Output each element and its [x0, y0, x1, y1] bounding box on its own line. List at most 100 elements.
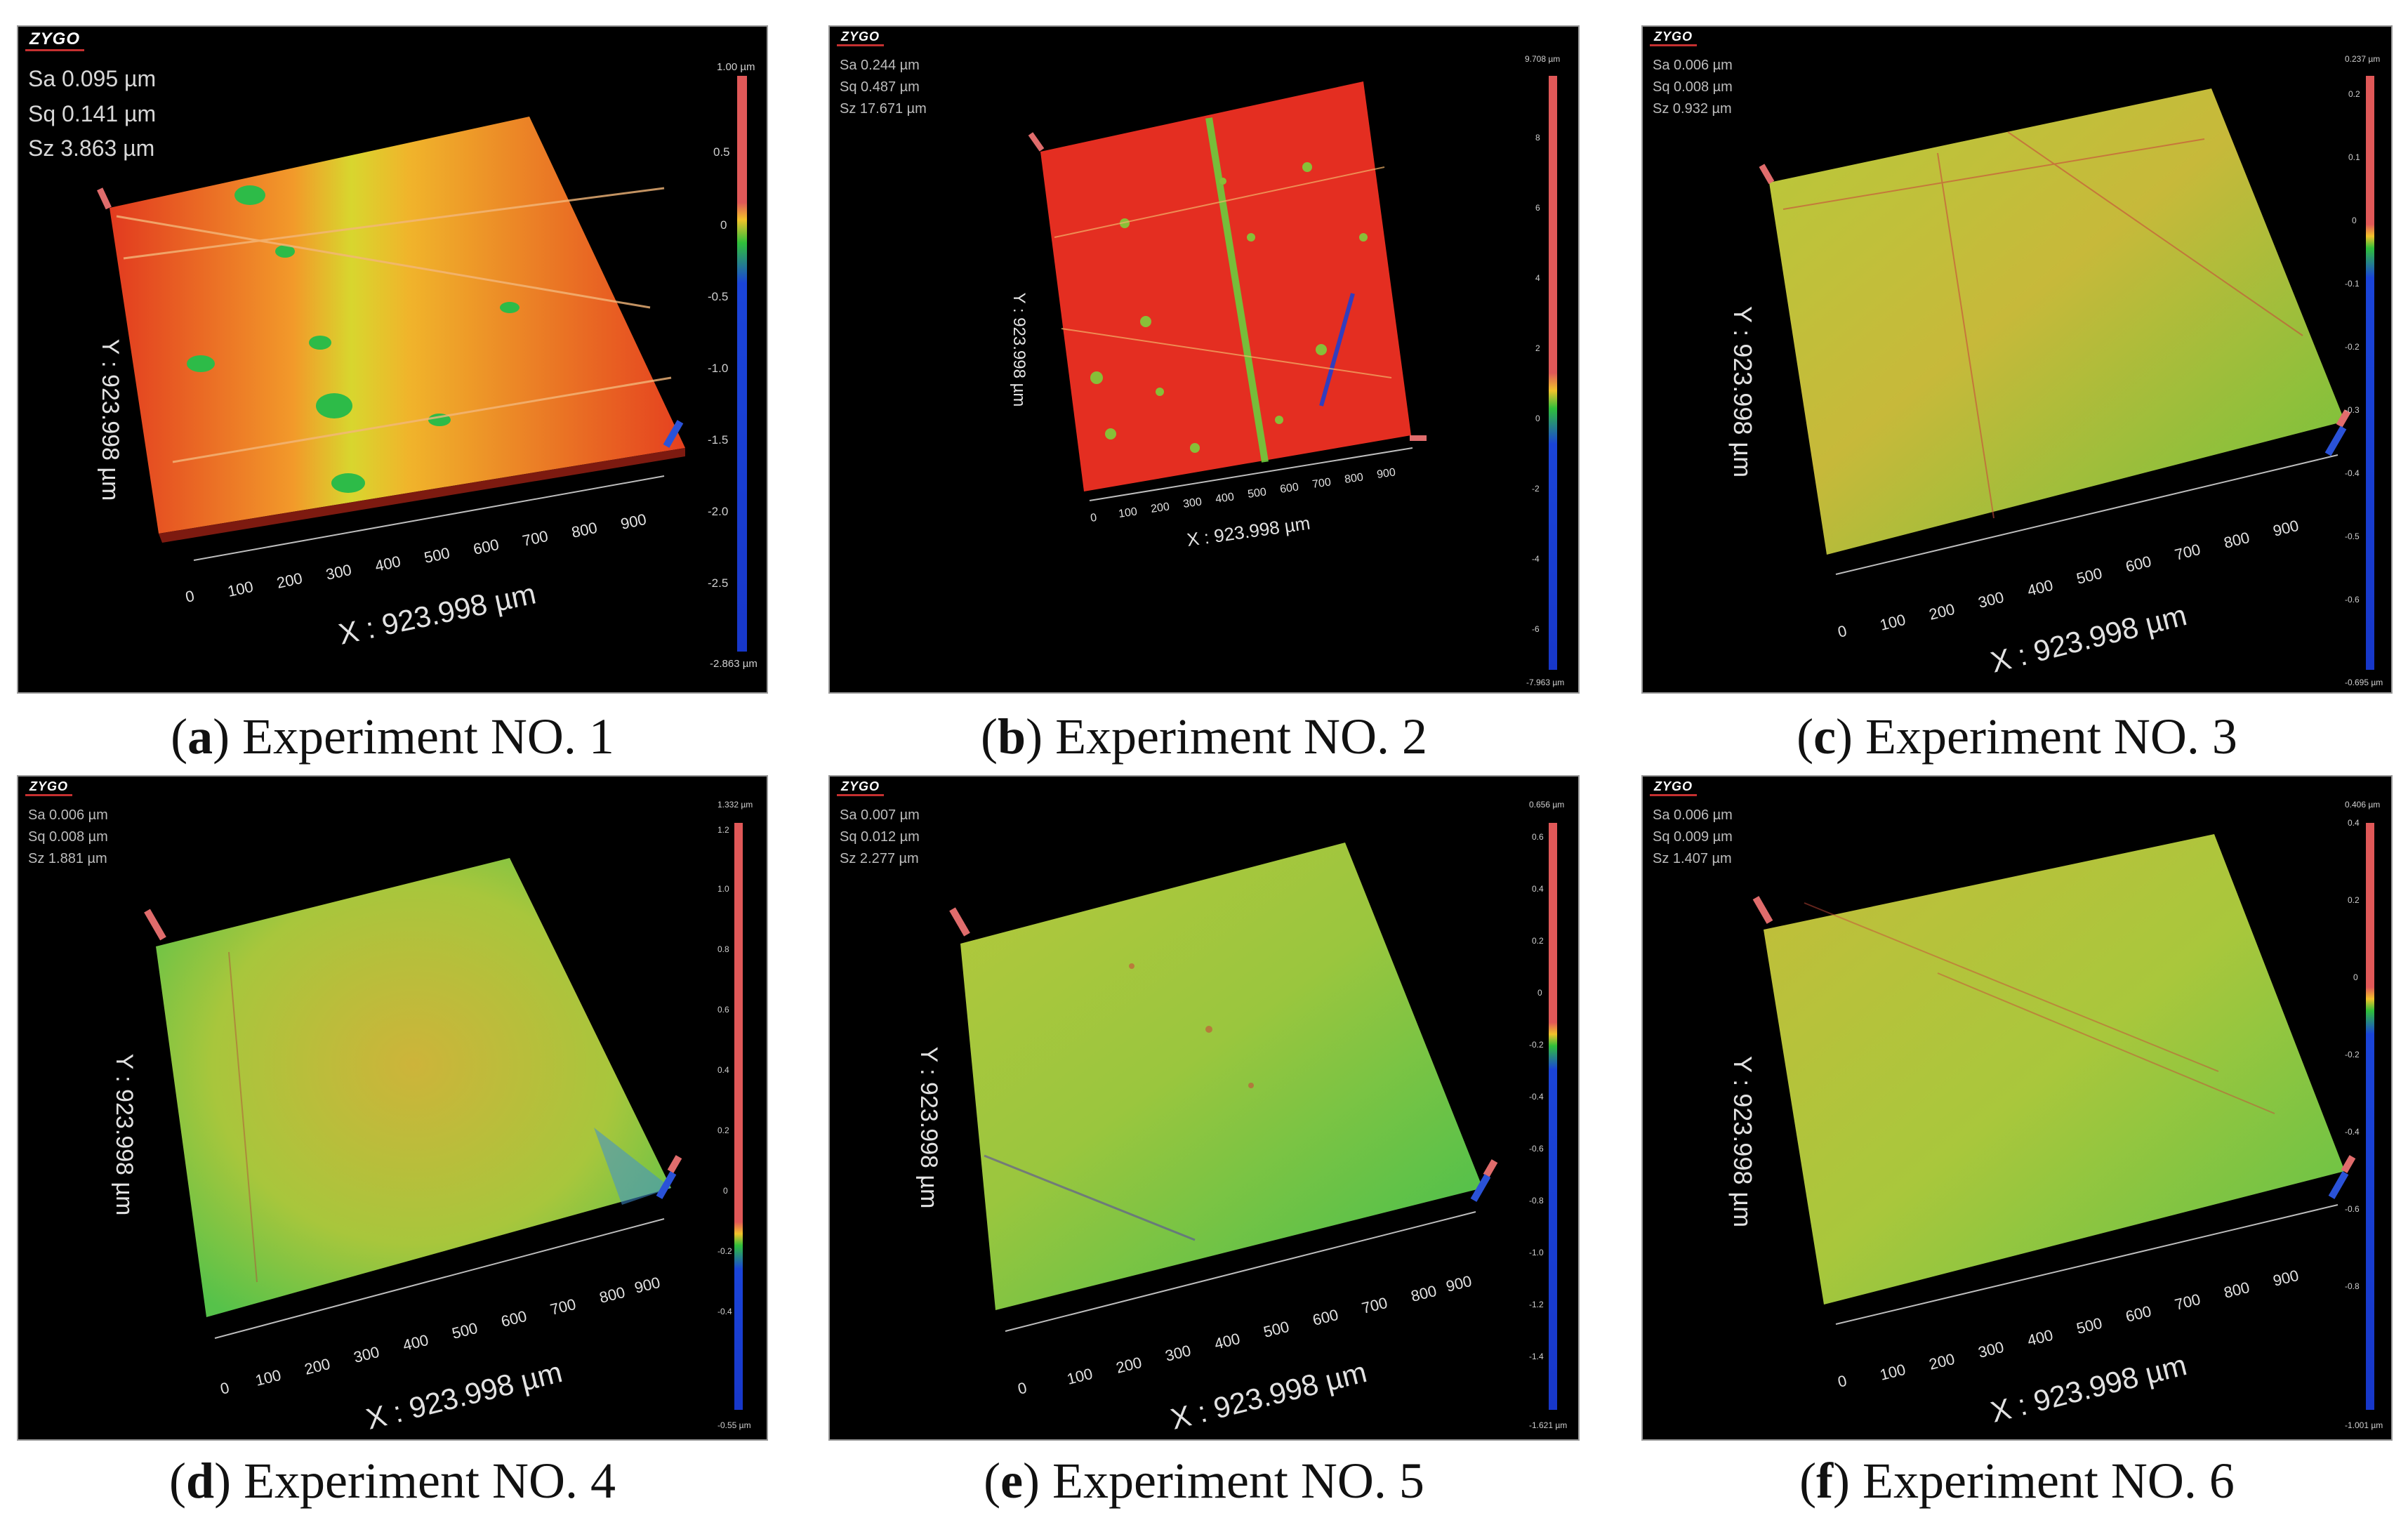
- surface-c: [1769, 88, 2345, 555]
- scale-tick-a-3: -1.0: [708, 362, 728, 375]
- caption-e: (e) Experiment NO. 5: [984, 1453, 1424, 1509]
- y-axis-label-f: Y : 923.998 µm: [1728, 1056, 1757, 1227]
- stat-sq-e: Sq 0.012 µm: [840, 829, 920, 845]
- x-tick-b-6: 600: [1279, 481, 1299, 496]
- stat-sq-c: Sq 0.008 µm: [1653, 79, 1733, 95]
- stat-sz-e: Sz 2.277 µm: [840, 851, 919, 866]
- x-axis-label-c: X : 923.998 µm: [1987, 598, 2190, 679]
- scale-tick-a-6: -2.5: [708, 576, 728, 590]
- x-tick-f-2: 200: [1927, 1350, 1957, 1373]
- y-axis-a: Y : 923.998 µm: [97, 339, 124, 501]
- surface-f: [1764, 834, 2345, 1305]
- y-axis-label-d: Y : 923.998 µm: [111, 1054, 138, 1216]
- scratches-d: [228, 951, 258, 1283]
- x-tick-d-4: 400: [401, 1331, 430, 1354]
- color-scale-f: 0.406 µm -1.001 µm 0.4 0.2 0 -0.2 -0.4 -…: [2345, 800, 2383, 1430]
- x-tick-a-4: 400: [373, 553, 402, 575]
- scale-tick-d-4: 0.4: [717, 1065, 729, 1075]
- x-tick-c-8: 800: [2222, 529, 2251, 552]
- axis-marker-e-red: [1483, 1159, 1498, 1177]
- scale-tick-e-2: 0.2: [1532, 936, 1544, 946]
- axis-marker-d-red: [667, 1155, 682, 1173]
- color-scale-d: 1.332 µm -0.55 µm 1.2 1.0 0.8 0.6 0.4 0.…: [717, 800, 753, 1430]
- scale-tick-e-9: -1.2: [1529, 1300, 1544, 1309]
- scale-tick-c-8: -0.6: [2345, 595, 2360, 605]
- scale-max-a: 1.00 µm: [717, 61, 755, 73]
- stat-sa-f: Sa 0.006 µm: [1653, 807, 1733, 823]
- x-tick-f-5: 500: [2075, 1314, 2104, 1338]
- scale-max-f: 0.406 µm: [2345, 800, 2380, 810]
- caption-c: (c) Experiment NO. 3: [1797, 708, 2237, 765]
- surface-a: [110, 117, 685, 534]
- scale-tick-a-2: -0.5: [708, 290, 728, 303]
- axis-marker-e-blue: [1470, 1174, 1491, 1202]
- caption-text-a: Experiment NO. 1: [242, 708, 614, 765]
- x-tick-e-3: 300: [1163, 1342, 1193, 1365]
- x-tick-d-7: 700: [548, 1295, 578, 1319]
- stat-sa-e: Sa 0.007 µm: [840, 807, 920, 823]
- scale-tick-f-0: 0.4: [2348, 818, 2360, 828]
- scale-tick-f-6: -0.8: [2345, 1281, 2360, 1291]
- surface-plot-a: 0 100 200 300 400 500 600 700 800 900 X …: [97, 61, 758, 670]
- stat-sz-a: Sz 3.863 µm: [28, 136, 155, 161]
- y-axis-f: Y : 923.998 µm: [1728, 1056, 1757, 1227]
- caption-text-f: Experiment NO. 6: [1863, 1453, 2235, 1509]
- scale-min-a: -2.863 µm: [710, 658, 758, 670]
- scale-tick-e-4: -0.2: [1529, 1040, 1544, 1050]
- scale-tick-f-2: 0: [2353, 972, 2358, 982]
- x-tick-e-5: 500: [1262, 1318, 1291, 1341]
- surface-plot-f: 0 100 200 300 400 500 600 700 800 900 X …: [1728, 800, 2383, 1430]
- surface-e: [960, 843, 1483, 1310]
- y-axis-c: Y : 923.998 µm: [1728, 306, 1757, 477]
- x-tick-a-0: 0: [184, 587, 196, 606]
- roughness-stats-f: Sa 0.006 µm Sq 0.009 µm Sz 1.407 µm: [1653, 805, 1733, 870]
- scale-tick-f-4: -0.4: [2345, 1127, 2360, 1137]
- y-axis-label-e: Y : 923.998 µm: [915, 1047, 942, 1209]
- scale-tick-f-3: -0.2: [2345, 1050, 2360, 1059]
- x-tick-e-4: 400: [1212, 1330, 1242, 1353]
- roughness-stats-b: Sa 0.244 µm Sq 0.487 µm Sz 17.671 µm: [840, 55, 927, 120]
- x-tick-a-7: 700: [521, 527, 550, 550]
- scale-min-f: -1.001 µm: [2345, 1420, 2383, 1430]
- scale-tick-c-0: 0.2: [2348, 89, 2360, 99]
- z-axis-marker-a: [97, 187, 112, 210]
- x-tick-d-6: 600: [499, 1307, 529, 1330]
- roughness-stats-a: Sa 0.095 µm Sq 0.141 µm Sz 3.863 µm: [28, 62, 156, 166]
- caption-letter-b: b: [998, 708, 1026, 765]
- z-axis-marker-e: [949, 907, 970, 937]
- scale-min-c: -0.695 µm: [2345, 678, 2383, 687]
- caption-text-c: Experiment NO. 3: [1865, 708, 2237, 765]
- color-scale-c: 0.237 µm -0.695 µm 0.2 0.1 0 -0.1 -0.2 -…: [2345, 54, 2383, 687]
- x-tick-f-1: 100: [1878, 1361, 1907, 1384]
- x-tick-f-6: 600: [2124, 1302, 2153, 1326]
- spots-e: [1129, 963, 1254, 1088]
- x-tick-e-1: 100: [1065, 1365, 1094, 1388]
- x-tick-e-6: 600: [1311, 1306, 1340, 1329]
- x-tick-d-3: 300: [352, 1343, 381, 1366]
- scale-min-d: -0.55 µm: [717, 1420, 751, 1430]
- panel-d: 0 100 200 300 400 500 600 700 800 900 X …: [17, 775, 768, 1441]
- surface-plot-b: 0 100 200 300 400 500 600 700 800 900 X …: [1010, 54, 1564, 687]
- scale-tick-f-5: -0.6: [2345, 1204, 2360, 1214]
- x-tick-a-9: 900: [619, 510, 648, 533]
- roughness-stats-c: Sa 0.006 µm Sq 0.008 µm Sz 0.932 µm: [1653, 55, 1733, 120]
- surface-defects-b: [1090, 117, 1368, 463]
- scale-tick-c-4: -0.2: [2345, 342, 2360, 352]
- y-axis-b: Y : 923.998 µm: [1010, 293, 1028, 407]
- z-axis-marker-f: [1752, 896, 1773, 924]
- roughness-stats-d: Sa 0.006 µm Sq 0.008 µm Sz 1.881 µm: [28, 805, 108, 870]
- caption-d: (d) Experiment NO. 4: [169, 1453, 616, 1509]
- y-axis-e: Y : 923.998 µm: [915, 1047, 942, 1209]
- scale-tick-c-2: 0: [2352, 216, 2357, 225]
- scale-min-e: -1.621 µm: [1529, 1420, 1567, 1430]
- zygo-logo-b: ZYGO: [837, 29, 885, 46]
- color-scale-e: 0.656 µm -1.621 µm 0.6 0.4 0.2 0 -0.2 -0…: [1529, 800, 1567, 1430]
- scale-tick-a-0: 0.5: [713, 145, 730, 159]
- color-scale-b: 9.708 µm -7.963 µm 8 6 4 2 0 -2 -4 -6: [1525, 54, 1564, 687]
- scale-tick-c-6: -0.4: [2345, 468, 2360, 478]
- zygo-logo-d: ZYGO: [25, 779, 73, 796]
- stat-sa-d: Sa 0.006 µm: [28, 807, 108, 823]
- scale-tick-c-5: -0.3: [2345, 405, 2360, 415]
- roughness-stats-e: Sa 0.007 µm Sq 0.012 µm Sz 2.277 µm: [840, 805, 920, 870]
- y-axis-label-b: Y : 923.998 µm: [1010, 293, 1028, 407]
